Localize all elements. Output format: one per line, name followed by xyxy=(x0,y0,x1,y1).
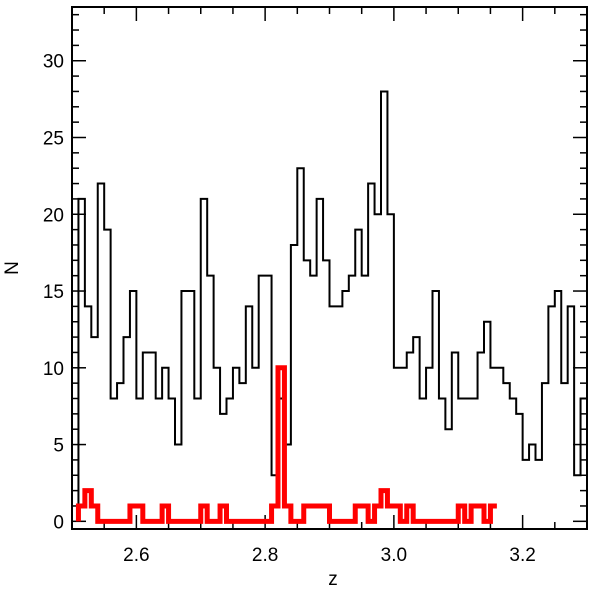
x-tick-label: 3.0 xyxy=(381,545,407,566)
y-tick-label: 15 xyxy=(43,282,64,303)
y-tick-label: 10 xyxy=(43,359,64,380)
y-tick-label: 0 xyxy=(53,512,64,533)
x-axis-title: z xyxy=(328,569,338,590)
series-red-histogram xyxy=(75,365,497,524)
tick-labels: 2.6 2.8 3.0 3.2 0 5 10 15 20 25 30 xyxy=(43,52,536,566)
y-tick-label: 30 xyxy=(43,52,64,73)
x-tick-label: 2.8 xyxy=(252,545,278,566)
x-tick-label: 3.2 xyxy=(509,545,535,566)
series-layer xyxy=(75,90,587,524)
series-black-histogram xyxy=(77,90,587,522)
y-tick-label: 25 xyxy=(43,129,64,150)
y-tick-label: 5 xyxy=(53,436,64,457)
x-tick-label: 2.6 xyxy=(123,545,149,566)
y-axis-title: N xyxy=(2,261,23,275)
y-tick-label: 20 xyxy=(43,205,64,226)
